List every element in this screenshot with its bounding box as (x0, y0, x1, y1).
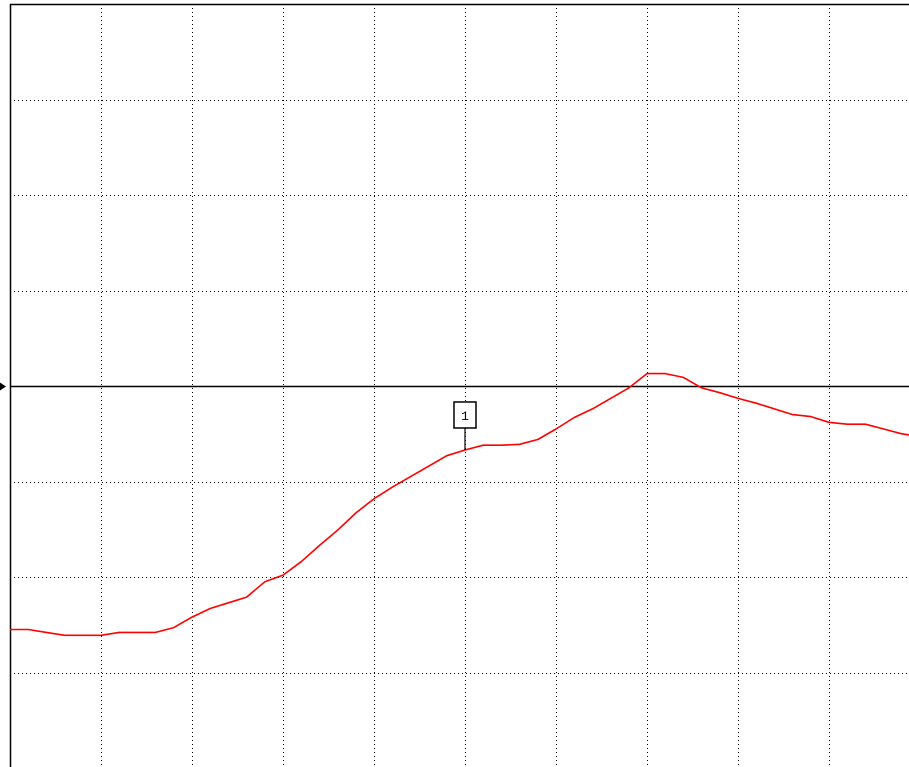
trace-point-45 (828, 422, 830, 424)
trace-point-4 (82, 635, 84, 637)
trace-point-18 (337, 529, 339, 531)
trace-line (10, 372, 909, 637)
trace-point-6 (118, 632, 120, 634)
trace-point-26 (482, 444, 484, 446)
trace-point-5 (100, 635, 102, 637)
trace-point-0 (9, 629, 11, 631)
marker-1[interactable]: 1 (453, 401, 477, 450)
trace-point-21 (391, 486, 393, 488)
trace-point-30 (555, 428, 557, 430)
trace-point-38 (701, 387, 703, 389)
trace-point-28 (519, 444, 521, 446)
trace-point-39 (719, 392, 721, 394)
trace-point-12 (228, 602, 230, 604)
trace-point-23 (428, 465, 430, 467)
trace-point-19 (355, 512, 357, 514)
trace-point-17 (319, 545, 321, 547)
marker-label: 1 (461, 409, 469, 424)
marker-box[interactable] (453, 401, 477, 429)
trace-point-46 (846, 423, 848, 425)
trace-point-42 (774, 408, 776, 410)
trace-point-9 (173, 627, 175, 629)
trace-point-16 (300, 561, 302, 563)
trace-point-22 (410, 476, 412, 478)
trace-point-27 (501, 444, 503, 446)
trace-point-41 (755, 402, 757, 404)
trace-point-47 (865, 423, 867, 425)
trace-point-43 (792, 414, 794, 416)
trace-point-37 (683, 377, 685, 379)
trace-point-35 (646, 373, 648, 375)
trace-point-44 (810, 416, 812, 418)
trace-point-11 (209, 608, 211, 610)
plot-frame (9, 3, 909, 767)
trace-point-48 (883, 428, 885, 430)
trace-point-36 (664, 373, 666, 375)
trace-point-8 (155, 632, 157, 634)
trace-point-10 (191, 616, 193, 618)
trace-point-40 (737, 398, 739, 400)
trace-point-1 (27, 629, 29, 631)
trace-point-29 (537, 439, 539, 441)
trace-point-33 (610, 398, 612, 400)
trace-point-3 (64, 635, 66, 637)
trace-point-14 (264, 581, 266, 583)
trace-point-49 (901, 433, 903, 435)
trace-point-24 (446, 455, 448, 457)
trace-point-20 (373, 498, 375, 500)
reference-indicator-icon (0, 382, 6, 391)
trace-point-7 (137, 632, 139, 634)
trace-point-15 (282, 574, 284, 576)
trace-point-32 (592, 408, 594, 410)
trace-point-13 (246, 596, 248, 598)
trace-point-2 (46, 632, 48, 634)
trace-point-34 (628, 387, 630, 389)
trace-point-31 (573, 417, 575, 419)
